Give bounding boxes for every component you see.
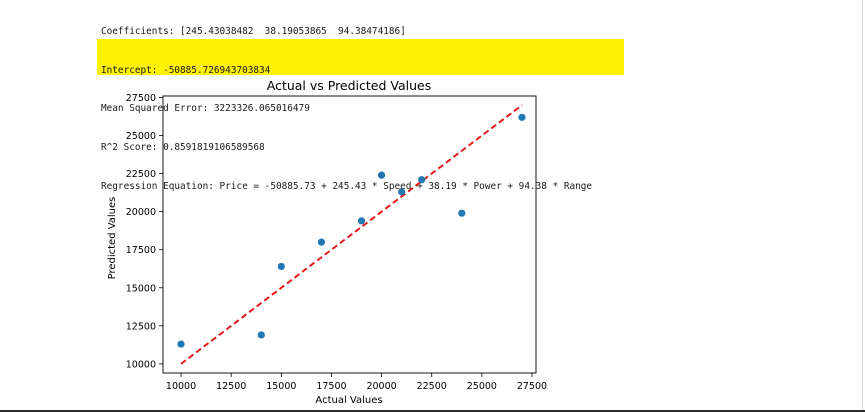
data-point-6 xyxy=(398,188,406,196)
regression-equation-line: Regression Equation: Price = -50885.73 +… xyxy=(101,180,593,192)
data-point-5 xyxy=(377,171,386,179)
r2-score-line: R^2 Score: 0.8591819106589568 xyxy=(101,141,265,153)
y-tick-label-7: 27500 xyxy=(126,93,156,104)
console-output[interactable]: Coefficients: [245.43038482 38.19053865 … xyxy=(101,0,592,219)
x-axis-label: Actual Values xyxy=(315,395,382,406)
x-tick-label-0: 10000 xyxy=(166,381,196,392)
x-tick-label-2: 15000 xyxy=(266,381,296,392)
intercept-line: Intercept: -50885.726943703834 xyxy=(101,64,271,76)
coefficients-line: Coefficients: [245.43038482 38.19053865 … xyxy=(101,25,406,37)
y-tick-label-6: 25000 xyxy=(126,131,156,142)
data-point-7 xyxy=(418,176,426,184)
data-point-1 xyxy=(257,331,265,339)
x-tick-label-4: 20000 xyxy=(366,381,396,392)
bottom-divider xyxy=(0,410,865,412)
highlight-box xyxy=(97,39,624,75)
y-axis-label: Predicted Values xyxy=(107,197,118,280)
y-tick-label-3: 17500 xyxy=(126,245,156,256)
reference-line xyxy=(180,104,523,365)
x-tick-label-7: 27500 xyxy=(517,381,547,392)
data-point-3 xyxy=(317,238,326,246)
y-tick-label-1: 12500 xyxy=(126,321,156,332)
x-tick-label-6: 25000 xyxy=(467,381,497,392)
y-tick-label-5: 22500 xyxy=(126,169,156,180)
data-point-9 xyxy=(518,113,526,121)
chart-title: Actual vs Predicted Values xyxy=(267,78,432,93)
data-point-8 xyxy=(458,209,466,217)
plot-frame xyxy=(162,95,537,374)
data-point-2 xyxy=(277,262,285,271)
x-tick-label-3: 17500 xyxy=(316,381,346,392)
y-tick-label-0: 10000 xyxy=(126,359,156,370)
right-divider xyxy=(862,0,863,410)
data-point-4 xyxy=(357,217,366,225)
data-point-0 xyxy=(177,340,185,348)
plot-area: 10000 12500 15000 17500 20000 22500 25000 27500… xyxy=(126,93,547,392)
y-tick-label-4: 20000 xyxy=(126,207,156,218)
x-tick-label-1: 12500 xyxy=(216,381,246,392)
y-tick-label-2: 15000 xyxy=(126,283,156,294)
mse-line: Mean Squared Error: 3223326.065016479 xyxy=(101,103,310,115)
x-tick-label-5: 22500 xyxy=(417,381,447,392)
